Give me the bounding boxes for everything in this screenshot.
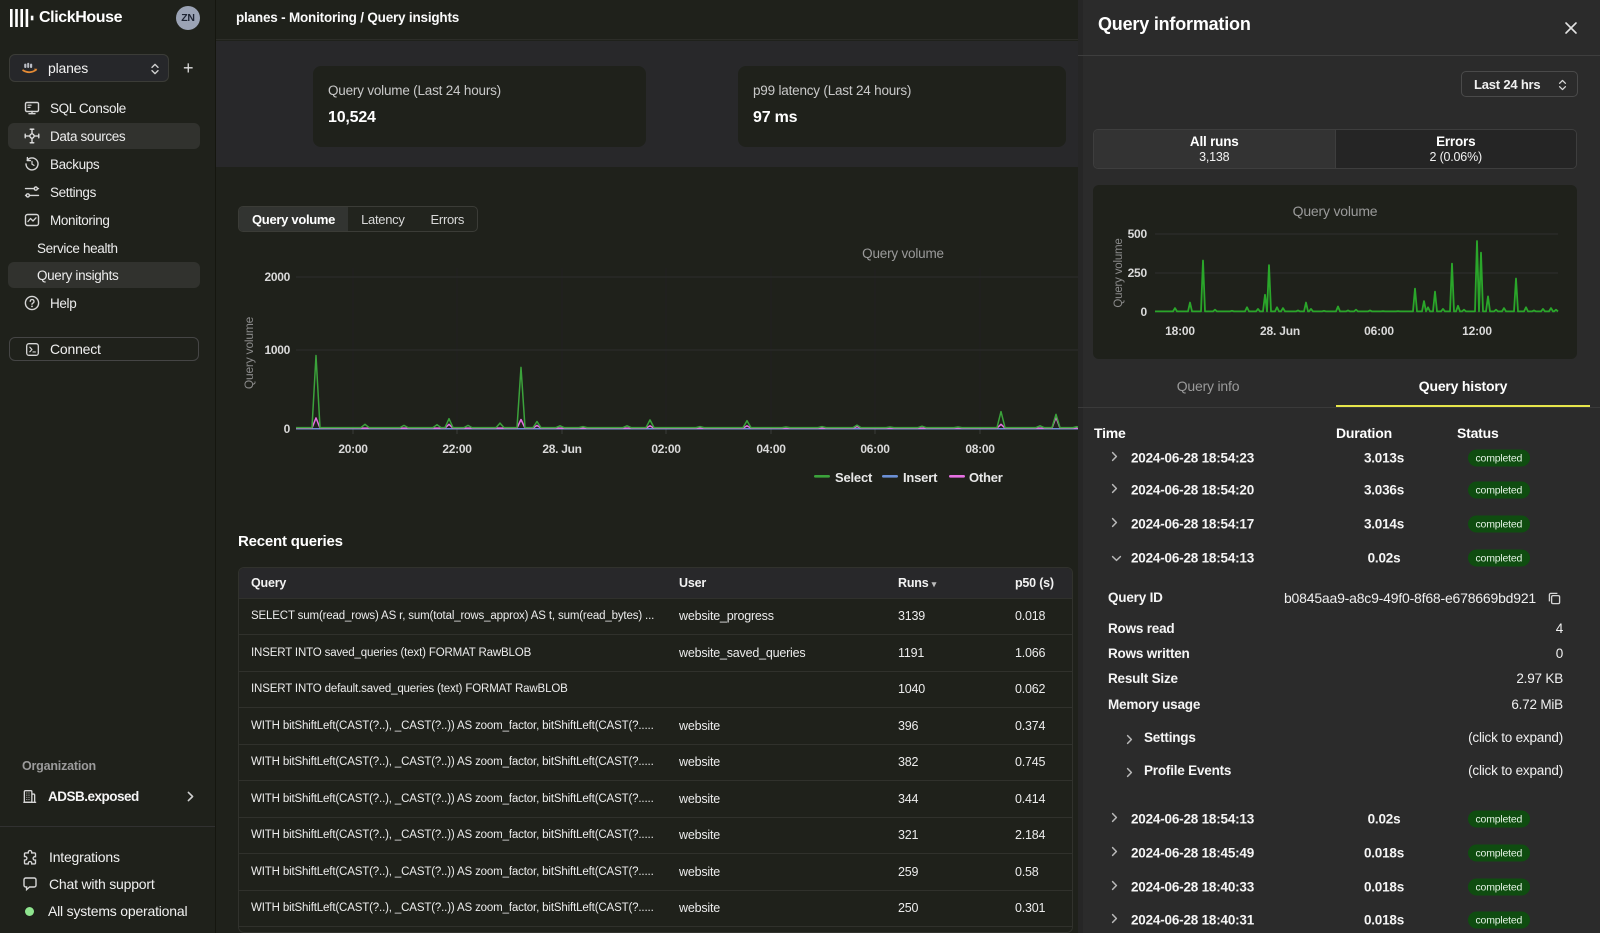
svg-text:20:00: 20:00 <box>338 442 368 456</box>
svg-text:Other: Other <box>969 470 1003 485</box>
svg-text:Query volume: Query volume <box>1293 203 1378 219</box>
svg-text:Query volume: Query volume <box>1113 238 1125 307</box>
svg-text:12:00: 12:00 <box>1462 324 1492 338</box>
svg-text:22:00: 22:00 <box>442 442 472 456</box>
svg-text:250: 250 <box>1128 266 1148 280</box>
svg-text:1000: 1000 <box>265 343 291 357</box>
svg-text:Select: Select <box>835 470 873 485</box>
svg-text:04:00: 04:00 <box>756 442 786 456</box>
svg-text:28. Jun: 28. Jun <box>542 442 581 456</box>
svg-text:06:00: 06:00 <box>1364 324 1394 338</box>
svg-text:Query volume: Query volume <box>862 246 944 261</box>
svg-text:0: 0 <box>1141 305 1148 319</box>
svg-text:0: 0 <box>284 422 291 436</box>
svg-text:06:00: 06:00 <box>860 442 890 456</box>
svg-text:Insert: Insert <box>903 470 938 485</box>
svg-text:28. Jun: 28. Jun <box>1260 324 1300 338</box>
svg-text:500: 500 <box>1128 227 1148 241</box>
svg-text:02:00: 02:00 <box>651 442 681 456</box>
svg-text:18:00: 18:00 <box>1165 324 1195 338</box>
svg-text:Query volume: Query volume <box>242 316 256 389</box>
svg-text:2000: 2000 <box>265 270 291 284</box>
svg-text:08:00: 08:00 <box>965 442 995 456</box>
